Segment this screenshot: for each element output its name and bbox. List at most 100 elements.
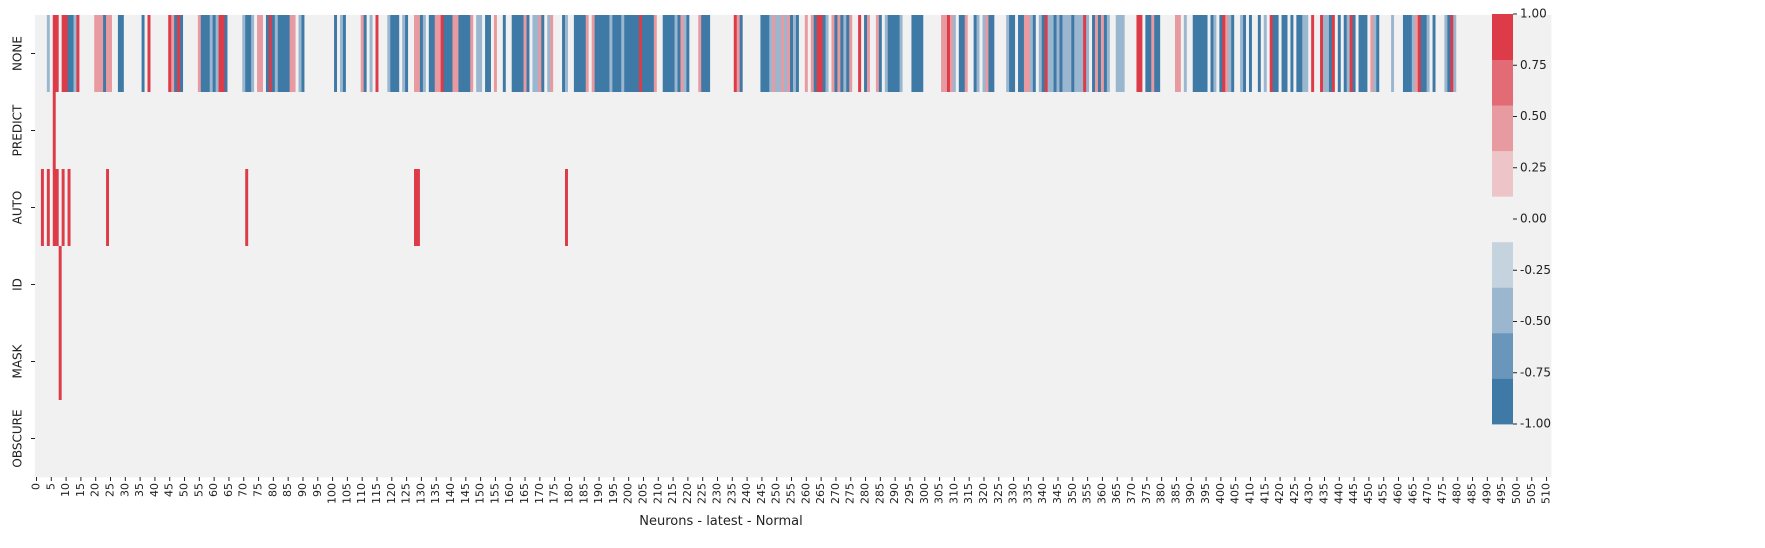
heatmap-cell xyxy=(91,15,95,93)
heatmap-cell xyxy=(339,246,344,324)
heatmap-cell xyxy=(973,323,977,401)
heatmap-cell xyxy=(1097,400,1102,478)
heatmap-cell xyxy=(339,323,344,401)
heatmap-cell xyxy=(795,400,800,478)
heatmap-cell xyxy=(230,400,234,478)
heatmap-cell xyxy=(662,246,667,324)
heatmap-cell xyxy=(1429,15,1433,93)
heatmap-cell xyxy=(470,15,474,93)
heatmap-cell xyxy=(736,400,741,478)
heatmap-cell xyxy=(532,92,536,170)
heatmap-cell xyxy=(793,15,797,93)
heatmap-cell xyxy=(73,246,77,324)
heatmap-cell xyxy=(138,15,142,93)
heatmap-cell xyxy=(668,323,672,401)
heatmap-cell xyxy=(1029,15,1034,93)
heatmap-cell xyxy=(1130,400,1134,478)
heatmap-cell xyxy=(174,15,178,93)
heatmap-cell xyxy=(858,400,862,478)
heatmap-cell xyxy=(274,323,279,401)
heatmap-cell xyxy=(1130,169,1134,247)
heatmap-cell xyxy=(769,15,773,93)
heatmap-cell xyxy=(375,169,379,247)
heatmap-cell xyxy=(396,15,400,93)
heatmap-cell xyxy=(917,246,921,324)
heatmap-cell xyxy=(212,15,217,93)
heatmap-cell xyxy=(677,92,681,170)
heatmap-cell xyxy=(769,92,773,170)
heatmap-cell xyxy=(745,246,749,324)
heatmap-cell xyxy=(852,246,856,324)
heatmap-cell xyxy=(1023,169,1028,247)
heatmap-cell xyxy=(689,246,693,324)
heatmap-cell xyxy=(1417,323,1422,401)
heatmap-cell xyxy=(1402,169,1407,247)
heatmap-cell xyxy=(760,169,764,247)
heatmap-cell xyxy=(760,92,764,170)
heatmap-cell xyxy=(168,246,172,324)
heatmap-cell xyxy=(171,169,175,247)
heatmap-cell xyxy=(470,400,474,478)
heatmap-cell xyxy=(1059,15,1063,93)
heatmap-cell xyxy=(1349,246,1354,324)
heatmap-cell xyxy=(1059,323,1063,401)
heatmap-cell xyxy=(952,169,957,247)
heatmap-cell xyxy=(938,15,942,93)
heatmap-cell xyxy=(1127,246,1131,324)
heatmap-cell xyxy=(1056,323,1060,401)
heatmap-cell xyxy=(698,92,702,170)
heatmap-cell xyxy=(354,246,359,324)
heatmap-cell xyxy=(505,323,510,401)
heatmap-cell xyxy=(834,246,838,324)
heatmap-cell xyxy=(174,323,178,401)
heatmap-cell xyxy=(1468,246,1472,324)
heatmap-cell xyxy=(1133,15,1137,93)
heatmap-cell xyxy=(1195,169,1200,247)
heatmap-cell xyxy=(896,169,900,247)
heatmap-cell xyxy=(162,169,166,247)
heatmap-cell xyxy=(482,246,486,324)
heatmap-cell xyxy=(1456,400,1460,478)
heatmap-cell xyxy=(1485,169,1490,247)
heatmap-cell xyxy=(37,169,42,247)
heatmap-cell xyxy=(245,246,249,324)
heatmap-cell xyxy=(449,15,453,93)
heatmap-cell xyxy=(594,246,598,324)
heatmap-cell xyxy=(822,400,826,478)
heatmap-cell xyxy=(1340,246,1345,324)
heatmap-cell xyxy=(1269,15,1274,93)
heatmap-cell xyxy=(1432,92,1436,170)
heatmap-cell xyxy=(600,323,604,401)
heatmap-cell xyxy=(61,15,66,93)
heatmap-cell xyxy=(514,323,519,401)
heatmap-cell xyxy=(926,15,930,93)
heatmap-cell xyxy=(1328,92,1333,170)
heatmap-cell xyxy=(538,246,542,324)
heatmap-cell xyxy=(825,92,829,170)
heatmap-cell xyxy=(769,169,773,247)
heatmap-cell xyxy=(339,169,344,247)
heatmap-cell xyxy=(1115,246,1120,324)
heatmap-cell xyxy=(1189,400,1194,478)
heatmap-cell xyxy=(1109,400,1114,478)
heatmap-cell xyxy=(612,15,616,93)
heatmap-cell xyxy=(1154,323,1158,401)
heatmap-cell xyxy=(1474,400,1478,478)
heatmap-cell xyxy=(67,323,71,401)
heatmap-cell xyxy=(46,246,51,324)
heatmap-cell xyxy=(890,169,895,247)
heatmap-cell xyxy=(1263,246,1268,324)
heatmap-cell xyxy=(704,15,708,93)
heatmap-cell xyxy=(319,15,323,93)
heatmap-cell xyxy=(1160,246,1164,324)
heatmap-cell xyxy=(742,92,747,170)
heatmap-cell xyxy=(1059,169,1063,247)
heatmap-cell xyxy=(76,15,80,93)
heatmap-cell xyxy=(550,169,554,247)
heatmap-cell xyxy=(1311,15,1315,93)
heatmap-cell xyxy=(659,400,664,478)
heatmap-cell xyxy=(1112,323,1117,401)
heatmap-cell xyxy=(1447,400,1451,478)
heatmap-cell xyxy=(85,92,89,170)
heatmap-cell xyxy=(227,15,231,93)
